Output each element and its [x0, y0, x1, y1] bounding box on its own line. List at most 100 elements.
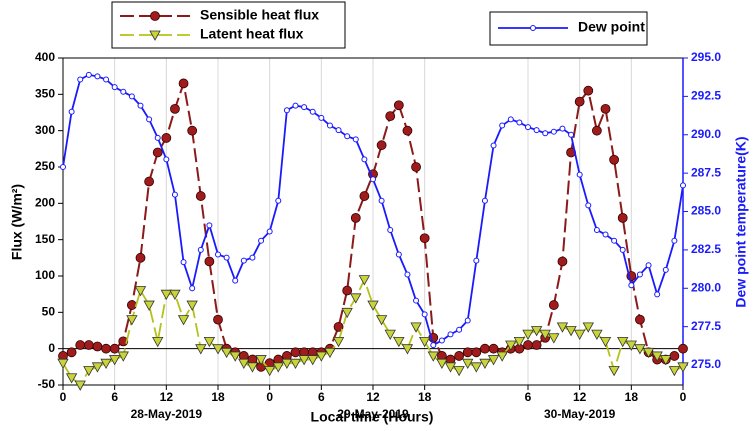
point	[447, 331, 454, 338]
point	[574, 96, 585, 107]
point	[583, 85, 594, 96]
point	[523, 340, 533, 350]
x-tick-label: 18	[211, 390, 225, 404]
legend-marker	[530, 25, 536, 31]
point	[289, 358, 302, 370]
point	[94, 73, 101, 80]
point	[275, 197, 282, 204]
y2-tick-label: 295.0	[691, 50, 721, 64]
point	[499, 122, 506, 129]
y2-tick-label: 290.0	[691, 127, 721, 141]
point	[444, 362, 457, 373]
point	[220, 347, 233, 359]
x-tick-label: 0	[60, 390, 67, 404]
point	[249, 254, 256, 261]
point	[550, 128, 557, 135]
point	[324, 347, 336, 359]
point	[602, 231, 609, 238]
point	[531, 340, 542, 350]
y-tick-label: 0	[48, 341, 55, 355]
point	[229, 351, 241, 362]
point	[487, 355, 500, 366]
point	[103, 76, 110, 83]
point	[83, 340, 94, 350]
point	[488, 343, 499, 354]
point	[66, 347, 77, 358]
point	[678, 343, 688, 354]
point	[281, 358, 293, 370]
point	[238, 358, 250, 370]
point	[473, 257, 480, 264]
point	[283, 107, 290, 114]
point	[462, 347, 473, 358]
point	[92, 341, 103, 352]
y-tick-label: 50	[42, 305, 56, 319]
y2-tick-label: 282.5	[691, 242, 721, 256]
point	[456, 326, 463, 333]
point	[359, 191, 370, 201]
legend-marker	[150, 11, 160, 21]
point	[471, 347, 482, 358]
point	[292, 102, 299, 109]
point	[680, 182, 686, 189]
point	[402, 125, 413, 136]
point	[651, 351, 663, 362]
point	[57, 358, 69, 370]
point	[413, 297, 420, 304]
point	[481, 197, 488, 204]
day-label: 28-May-2019	[131, 407, 203, 421]
x-tick-label: 12	[366, 390, 380, 404]
point	[411, 162, 421, 172]
point	[367, 300, 379, 311]
day-label: 30-May-2019	[544, 407, 616, 421]
legend-box	[111, 1, 346, 49]
x-tick-label: 6	[111, 390, 118, 404]
point	[315, 351, 328, 362]
point	[75, 340, 86, 350]
point	[255, 355, 267, 366]
point	[660, 355, 672, 366]
point	[404, 271, 411, 278]
x-tick-label: 12	[160, 390, 174, 404]
point	[85, 71, 92, 78]
point	[565, 326, 577, 337]
point	[384, 329, 396, 340]
point	[421, 311, 428, 318]
point	[628, 282, 635, 289]
y-tick-label: 100	[35, 268, 55, 282]
point	[154, 134, 161, 141]
y2-tick-label: 285.0	[691, 204, 721, 218]
point	[548, 300, 559, 310]
y2-tick-label: 277.5	[691, 319, 721, 333]
point	[557, 256, 568, 267]
point	[393, 100, 404, 111]
point	[585, 202, 592, 209]
point	[625, 340, 638, 351]
point	[542, 130, 549, 137]
point	[430, 342, 437, 349]
point	[263, 366, 276, 377]
point	[464, 317, 471, 324]
point	[318, 114, 325, 121]
point	[170, 103, 180, 114]
point	[160, 289, 173, 300]
y2-tick-label: 275.0	[691, 357, 721, 371]
point	[135, 252, 146, 263]
legend-label: Latent heat flux	[200, 26, 304, 42]
point	[186, 300, 198, 311]
point	[669, 351, 680, 361]
point	[143, 300, 155, 311]
point	[490, 142, 497, 149]
point	[180, 259, 187, 266]
x-axis-label: Local time (Hours)	[311, 409, 434, 425]
point	[513, 337, 526, 348]
point	[427, 351, 439, 362]
y-axis-label: Flux (W/m²)	[9, 184, 25, 260]
point	[635, 314, 645, 325]
point	[453, 366, 465, 377]
y-tick-label: 400	[35, 50, 55, 64]
point	[480, 343, 490, 354]
point	[197, 246, 204, 253]
point	[636, 271, 643, 278]
y2-tick-label: 287.5	[691, 165, 721, 179]
